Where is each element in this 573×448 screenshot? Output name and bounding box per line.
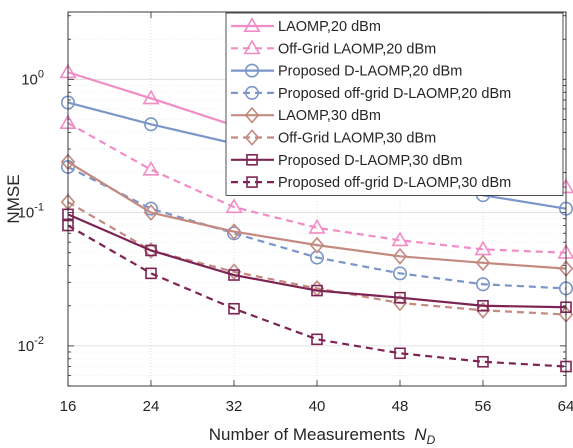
legend-label: Off-Grid LAOMP,20 dBm <box>278 41 436 57</box>
data-point <box>477 355 489 368</box>
legend-marker <box>244 106 260 124</box>
legend-entry: Off-Grid LAOMP,30 dBm <box>231 129 436 147</box>
legend-label: Proposed off-grid D-LAOMP,20 dBm <box>278 86 511 102</box>
series-line <box>67 213 567 309</box>
legend-box <box>225 12 564 196</box>
series-line <box>67 160 567 270</box>
data-point <box>475 254 491 272</box>
y-tick-exponent: -1 <box>34 202 44 214</box>
legend-marker <box>246 154 258 166</box>
legend: LAOMP,20 dBm Off-Grid LAOMP,20 dBm Propose… <box>225 12 564 196</box>
y-tick-label: 10-1 <box>18 202 44 222</box>
data-point <box>311 333 323 346</box>
data-point <box>226 223 242 241</box>
x-axis-label: Number of Measurements ND <box>209 425 436 447</box>
y-tick-base: 10 <box>18 338 35 355</box>
x-axis-ticks: 16 24 32 40 48 56 64 <box>60 398 573 415</box>
x-axis-label-text: Number of Measurements <box>209 425 406 444</box>
legend-label: Proposed D-LAOMP,20 dBm <box>278 64 462 80</box>
legend-entry: LAOMP,30 dBm <box>231 106 381 124</box>
data-point <box>228 269 240 281</box>
y-tick-label: 10-2 <box>18 335 44 355</box>
legend-label: Proposed D-LAOMP,30 dBm <box>278 153 462 169</box>
legend-entry: Off-Grid LAOMP,20 dBm <box>231 39 436 57</box>
legend-label: LAOMP,30 dBm <box>278 108 381 124</box>
data-point <box>394 291 406 304</box>
legend-label: Off-Grid LAOMP,30 dBm <box>278 131 436 147</box>
y-tick-label: 100 <box>21 68 44 88</box>
data-point <box>228 302 240 315</box>
data-point <box>143 204 159 222</box>
legend-marker <box>244 129 260 146</box>
data-point <box>392 247 408 265</box>
x-axis-label-subscript: D <box>427 433 436 447</box>
data-point <box>142 160 160 176</box>
data-point <box>392 266 407 281</box>
legend-marker <box>246 176 258 188</box>
legend-entry: Proposed D-LAOMP,20 dBm <box>231 64 462 80</box>
x-tick-label: 32 <box>226 398 243 415</box>
data-point <box>308 218 326 234</box>
data-point <box>145 267 157 280</box>
x-tick-label: 16 <box>60 398 77 415</box>
legend-marker <box>243 17 261 33</box>
data-point <box>145 244 157 257</box>
legend-entry: LAOMP,20 dBm <box>231 17 381 35</box>
plot-frame <box>67 11 567 387</box>
legend-entry: Proposed D-LAOMP,30 dBm <box>231 153 462 169</box>
series-line <box>67 165 567 290</box>
x-axis-label-symbol: N <box>414 425 427 444</box>
data-point <box>144 117 159 132</box>
y-tick-exponent: 0 <box>38 68 44 80</box>
data-point <box>394 347 406 360</box>
x-tick-label: 24 <box>143 398 160 415</box>
x-tick-label: 64 <box>558 398 573 415</box>
data-point <box>475 277 490 292</box>
legend-marker <box>245 63 260 78</box>
y-tick-exponent: -2 <box>34 335 44 347</box>
legend-entry: Proposed off-grid D-LAOMP,20 dBm <box>231 86 511 102</box>
data-point <box>225 198 243 214</box>
data-point <box>391 231 409 247</box>
legend-entry: Proposed off-grid D-LAOMP,30 dBm <box>231 175 511 191</box>
y-tick-base: 10 <box>21 71 38 88</box>
x-tick-label: 48 <box>392 398 409 415</box>
series <box>60 153 573 278</box>
data-point <box>311 284 323 297</box>
legend-marker <box>245 85 260 100</box>
y-tick-base: 10 <box>18 205 35 222</box>
x-tick-label: 56 <box>475 398 492 415</box>
data-point <box>477 299 489 312</box>
x-tick-label: 40 <box>309 398 326 415</box>
data-point <box>475 301 491 319</box>
legend-label: Proposed off-grid D-LAOMP,30 dBm <box>278 175 511 191</box>
y-axis-label: NMSE <box>4 174 23 223</box>
data-point <box>392 294 408 312</box>
data-point <box>142 89 160 105</box>
legend-marker <box>243 39 261 55</box>
legend-label: LAOMP,20 dBm <box>278 19 381 35</box>
data-point <box>309 236 325 254</box>
